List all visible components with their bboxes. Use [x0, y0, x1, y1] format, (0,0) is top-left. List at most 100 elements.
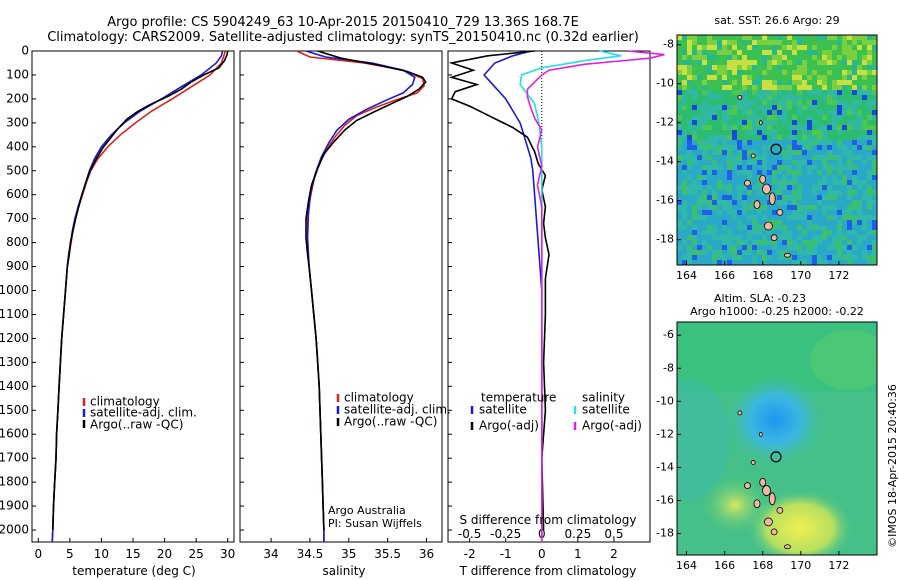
- sst-cell: [847, 100, 852, 105]
- map-xtick-label: 166: [714, 269, 735, 282]
- sst-cell: [847, 50, 852, 55]
- sst-cell: [677, 70, 682, 75]
- sst-cell: [707, 255, 712, 260]
- sst-cell: [767, 85, 772, 90]
- sst-cell: [687, 150, 692, 155]
- sst-cell: [737, 185, 742, 190]
- sst-cell: [842, 190, 847, 195]
- sst-cell: [822, 95, 827, 100]
- sst-cell: [742, 60, 747, 65]
- sst-cell: [677, 250, 682, 255]
- sst-cell: [827, 185, 832, 190]
- sst-cell: [762, 130, 767, 135]
- sst-cell: [832, 45, 837, 50]
- sst-cell: [752, 190, 757, 195]
- sst-cell: [717, 215, 722, 220]
- sst-cell: [782, 95, 787, 100]
- temp-xtick-label: 30: [220, 547, 235, 561]
- sst-cell: [792, 50, 797, 55]
- sst-cell: [842, 250, 847, 255]
- temp-xtick-label: 0: [34, 547, 42, 561]
- sst-cell: [777, 55, 782, 60]
- sst-cell: [807, 195, 812, 200]
- map-ytick-label: -16: [656, 194, 674, 207]
- sst-cell: [717, 80, 722, 85]
- institution-label: Argo Australia: [328, 504, 406, 517]
- sst-cell: [697, 100, 702, 105]
- sst-cell: [787, 170, 792, 175]
- sst-cell: [752, 115, 757, 120]
- sst-cell: [752, 170, 757, 175]
- sst-cell: [867, 215, 872, 220]
- sst-cell: [792, 175, 797, 180]
- sst-cell: [702, 235, 707, 240]
- sst-cell: [817, 205, 822, 210]
- sst-cell: [832, 40, 837, 45]
- salinity-profile-panel: 34 34.5 35 35.5 36: [239, 50, 443, 561]
- sst-cell: [762, 235, 767, 240]
- sst-cell: [777, 170, 782, 175]
- sst-cell: [752, 185, 757, 190]
- sst-cell: [802, 60, 807, 65]
- sst-cell: [827, 195, 832, 200]
- sst-cell: [852, 175, 857, 180]
- sst-cell: [767, 255, 772, 260]
- sst-cell: [857, 160, 862, 165]
- sst-cell: [872, 195, 877, 200]
- sst-cell: [697, 105, 702, 110]
- sst-cell: [767, 140, 772, 145]
- sst-cell: [797, 55, 802, 60]
- sst-cell: [687, 245, 692, 250]
- sst-cell: [817, 70, 822, 75]
- sst-cell: [792, 95, 797, 100]
- sst-cell: [722, 185, 727, 190]
- sst-cell: [777, 250, 782, 255]
- sst-cell: [697, 135, 702, 140]
- sst-cell: [797, 170, 802, 175]
- sst-cell: [687, 90, 692, 95]
- sst-cell: [727, 40, 732, 45]
- sst-cell: [772, 145, 777, 150]
- sst-cell: [717, 195, 722, 200]
- sst-cell: [677, 150, 682, 155]
- sst-cell: [702, 125, 707, 130]
- sst-cell: [802, 85, 807, 90]
- sst-cell: [682, 220, 687, 225]
- sst-cell: [697, 55, 702, 60]
- sst-cell: [727, 80, 732, 85]
- sst-cell: [712, 250, 717, 255]
- sst-cell: [692, 45, 697, 50]
- sst-cell: [712, 95, 717, 100]
- sst-cell: [797, 230, 802, 235]
- sst-cell: [757, 165, 762, 170]
- sst-cell: [682, 210, 687, 215]
- sst-cell: [852, 205, 857, 210]
- sst-cell: [747, 65, 752, 70]
- sst-cell: [812, 85, 817, 90]
- sst-cell: [852, 250, 857, 255]
- sst-cell: [782, 65, 787, 70]
- sst-cell: [812, 75, 817, 80]
- sst-cell: [822, 120, 827, 125]
- sst-cell: [727, 70, 732, 75]
- sst-cell: [692, 220, 697, 225]
- sst-cell: [852, 95, 857, 100]
- sst-cell: [837, 230, 842, 235]
- sst-cell: [757, 70, 762, 75]
- sst-cell: [682, 150, 687, 155]
- sst-cell: [732, 180, 737, 185]
- sst-cell: [867, 35, 872, 40]
- sst-cell: [682, 155, 687, 160]
- sst-cell: [872, 145, 877, 150]
- island-shape: [750, 460, 756, 465]
- sst-cell: [787, 125, 792, 130]
- sst-cell: [712, 140, 717, 145]
- sst-cell: [812, 195, 817, 200]
- sst-cell: [702, 110, 707, 115]
- sst-cell: [762, 210, 767, 215]
- sst-cell: [772, 150, 777, 155]
- sst-cell: [737, 145, 742, 150]
- sst-cell: [682, 90, 687, 95]
- sst-cell: [862, 220, 867, 225]
- sst-cell: [862, 195, 867, 200]
